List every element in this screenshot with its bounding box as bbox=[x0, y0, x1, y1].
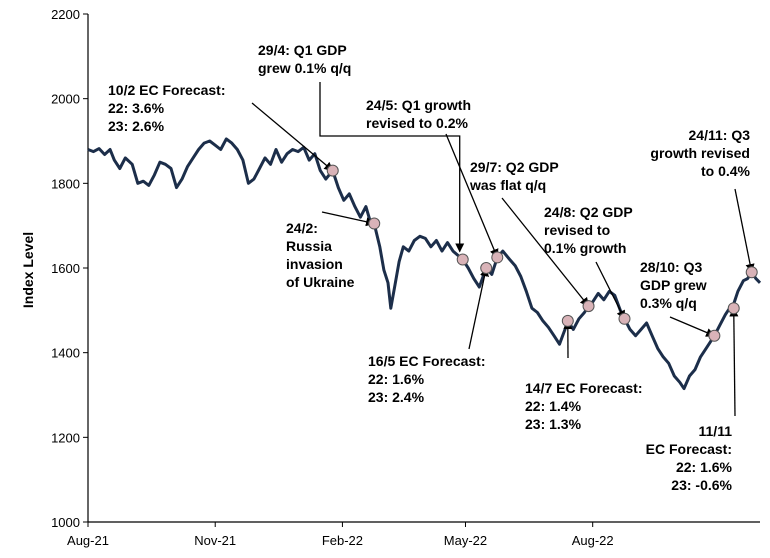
annotation-line: growth revised bbox=[650, 145, 750, 161]
x-tick-label: Feb-22 bbox=[322, 533, 363, 548]
annotation-text: 24/8: Q2 GDP revised to 0.1% growth bbox=[544, 204, 633, 256]
annotation: 24/8: Q2 GDP revised to 0.1% growth bbox=[544, 204, 633, 320]
annotation-line: 22: 1.4% bbox=[525, 398, 582, 414]
x-tick-label: Aug-22 bbox=[572, 533, 614, 548]
annotation: 11/11 EC Forecast: 22: 1.6% 23: -0.6% bbox=[646, 307, 739, 493]
annotation-arrow bbox=[319, 82, 465, 253]
annotation-line: 24/11: Q3 bbox=[689, 127, 751, 143]
x-axis: Aug-21 Nov-21 Feb-22 May-22 Aug-22 bbox=[67, 522, 614, 548]
annotation: 16/5 EC Forecast: 22: 1.6% 23: 2.4% bbox=[368, 267, 489, 405]
annotation-line: 10/2 EC Forecast: bbox=[108, 82, 226, 98]
annotation-line: revised to 0.2% bbox=[366, 115, 468, 131]
annotations: 10/2 EC Forecast: 22: 3.6% 23: 2.6% 24/2: Ru… bbox=[108, 42, 758, 493]
y-tick-label: 1800 bbox=[51, 176, 80, 191]
event-marker bbox=[727, 302, 740, 315]
annotation-line: 23: 2.6% bbox=[108, 118, 165, 134]
annotation: 29/4: Q1 GDP grew 0.1% q/q bbox=[258, 42, 465, 253]
y-tick-label: 1200 bbox=[51, 430, 80, 445]
annotation-line: 28/10: Q3 bbox=[640, 259, 702, 275]
x-tick-label: Aug-21 bbox=[67, 533, 109, 548]
annotation-text: 28/10: Q3 GDP grew 0.3% q/q bbox=[640, 259, 707, 311]
annotation-text: 24/2: Russia invasion of Ukraine bbox=[286, 220, 355, 290]
annotation-line: 24/8: Q2 GDP bbox=[544, 204, 633, 220]
annotation-line: 24/2: bbox=[286, 220, 318, 236]
annotation: 24/2: Russia invasion of Ukraine bbox=[286, 211, 376, 290]
event-marker bbox=[326, 164, 339, 177]
annotation: 29/7: Q2 GDP was flat q/q bbox=[469, 159, 590, 307]
annotation-line: 22: 1.6% bbox=[676, 459, 733, 475]
annotation-arrow bbox=[501, 197, 590, 307]
annotation: 24/11: Q3 growth revised to 0.4% bbox=[650, 127, 755, 274]
annotation-line: 29/7: Q2 GDP bbox=[470, 159, 559, 175]
annotation-line: Russia bbox=[286, 238, 332, 254]
event-marker bbox=[491, 251, 504, 264]
annotation-line: 24/5: Q1 growth bbox=[366, 97, 471, 113]
annotation-line: of Ukraine bbox=[286, 274, 355, 290]
x-tick-label: May-22 bbox=[444, 533, 487, 548]
event-marker bbox=[582, 300, 595, 313]
annotation-text: 24/11: Q3 growth revised to 0.4% bbox=[650, 127, 750, 179]
annotation-arrow bbox=[669, 316, 716, 337]
series-line bbox=[87, 137, 762, 391]
annotation-line: 0.1% growth bbox=[544, 240, 626, 256]
plot-area bbox=[87, 14, 762, 523]
annotation-arrow bbox=[251, 102, 334, 172]
y-axis: 1000 1200 1400 1600 1800 2000 2200 bbox=[51, 7, 88, 530]
y-tick-label: 1000 bbox=[51, 515, 80, 530]
y-axis-title: Index Level bbox=[20, 232, 36, 308]
annotation-arrow bbox=[595, 261, 626, 320]
event-marker bbox=[561, 314, 574, 327]
annotation-line: 22: 3.6% bbox=[108, 100, 165, 116]
event-marker bbox=[456, 253, 469, 266]
annotation: 28/10: Q3 GDP grew 0.3% q/q bbox=[640, 259, 716, 337]
event-marker bbox=[618, 312, 631, 325]
y-tick-label: 2000 bbox=[51, 92, 80, 107]
y-tick-label: 1400 bbox=[51, 346, 80, 361]
annotation: 14/7 EC Forecast: 22: 1.4% 23: 1.3% bbox=[525, 320, 643, 432]
event-marker bbox=[368, 217, 381, 230]
annotation-line: 11/11 bbox=[699, 423, 733, 439]
annotation-line: grew 0.1% q/q bbox=[258, 60, 351, 76]
annotation-line: 16/5 EC Forecast: bbox=[368, 353, 486, 369]
annotation-line: 14/7 EC Forecast: bbox=[525, 380, 643, 396]
annotation-line: 29/4: Q1 GDP bbox=[258, 42, 347, 58]
y-tick-label: 1600 bbox=[51, 261, 80, 276]
annotation-arrow bbox=[734, 188, 755, 274]
annotation: 24/5: Q1 growth revised to 0.2% bbox=[366, 97, 499, 259]
annotation-text: 14/7 EC Forecast: 22: 1.4% 23: 1.3% bbox=[525, 380, 643, 432]
annotation-line: 0.3% q/q bbox=[640, 295, 697, 311]
annotation: 10/2 EC Forecast: 22: 3.6% 23: 2.6% bbox=[108, 82, 334, 172]
annotation-line: 22: 1.6% bbox=[368, 371, 425, 387]
annotation-line: to 0.4% bbox=[701, 163, 751, 179]
annotation-arrow bbox=[729, 307, 739, 417]
x-tick-label: Nov-21 bbox=[194, 533, 236, 548]
annotation-text: 11/11 EC Forecast: 22: 1.6% 23: -0.6% bbox=[646, 423, 733, 493]
event-marker bbox=[708, 329, 721, 342]
annotation-line: was flat q/q bbox=[469, 177, 546, 193]
annotation-line: revised to bbox=[544, 222, 610, 238]
annotation-arrow bbox=[468, 267, 489, 350]
annotation-text: 24/5: Q1 growth revised to 0.2% bbox=[366, 97, 471, 131]
annotation-text: 16/5 EC Forecast: 22: 1.6% 23: 2.4% bbox=[368, 353, 486, 405]
annotation-line: 23: 2.4% bbox=[368, 389, 425, 405]
annotation-line: GDP grew bbox=[640, 277, 707, 293]
annotation-text: 29/4: Q1 GDP grew 0.1% q/q bbox=[258, 42, 351, 76]
annotation-text: 10/2 EC Forecast: 22: 3.6% 23: 2.6% bbox=[108, 82, 226, 134]
annotation-text: 29/7: Q2 GDP was flat q/q bbox=[469, 159, 559, 193]
annotation-line: invasion bbox=[286, 256, 343, 272]
annotation-arrow bbox=[445, 133, 499, 259]
annotation-line: 23: -0.6% bbox=[671, 477, 732, 493]
y-tick-label: 2200 bbox=[51, 7, 80, 22]
event-marker bbox=[480, 262, 493, 274]
annotation-line: EC Forecast: bbox=[646, 441, 732, 457]
annotation-line: 23: 1.3% bbox=[525, 416, 582, 432]
annotation-arrow bbox=[321, 211, 376, 227]
event-marker bbox=[745, 266, 758, 279]
